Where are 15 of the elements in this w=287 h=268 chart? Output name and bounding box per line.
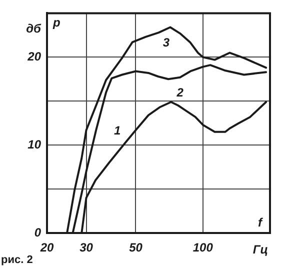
- series-label: 3: [162, 36, 170, 50]
- text: рис. 2: [1, 254, 33, 266]
- annotation: f: [258, 215, 263, 230]
- x-axis-title: Гц: [252, 242, 268, 256]
- series-label: 2: [176, 86, 184, 100]
- y-tick-label: 0: [34, 225, 42, 240]
- annotation: p: [52, 16, 60, 30]
- y-tick-label: 10: [28, 137, 42, 152]
- x-tick-label: 20: [39, 240, 54, 255]
- x-tick-label: 30: [80, 240, 94, 255]
- x-tick-label: 50: [129, 240, 143, 255]
- x-tick-label: 100: [192, 240, 214, 255]
- y-tick-label: 20: [26, 49, 42, 64]
- series-label: 1: [114, 123, 122, 138]
- y-axis-title: дб: [26, 22, 42, 36]
